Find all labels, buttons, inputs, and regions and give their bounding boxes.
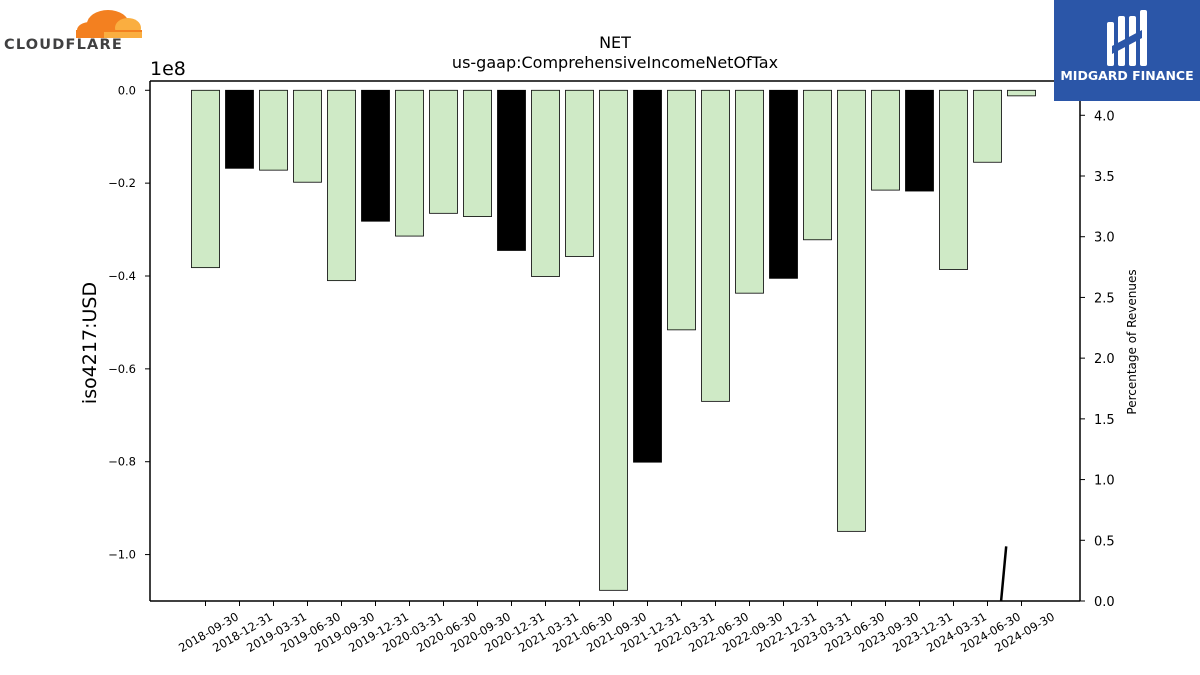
bar-2018-12-31 bbox=[225, 89, 254, 169]
y2-tick-label: 4.0 bbox=[1094, 109, 1115, 124]
y2-axis-label: Percentage of Revenues bbox=[1125, 269, 1139, 414]
bar-2023-09-30 bbox=[871, 89, 900, 191]
bar-2019-03-31 bbox=[259, 89, 288, 171]
bar-2020-12-31 bbox=[497, 89, 526, 251]
chart-title: NET bbox=[599, 33, 631, 52]
bar-2018-09-30 bbox=[191, 89, 220, 269]
cloudflare-logo-text: CLOUDFLARE bbox=[4, 37, 123, 53]
bar-2019-12-31 bbox=[361, 89, 390, 222]
bar-2024-06-30 bbox=[973, 89, 1002, 163]
y2-tick-label: 0.5 bbox=[1094, 534, 1115, 549]
bar-2022-12-31 bbox=[769, 89, 798, 279]
cloudflare-logo: CLOUDFLARE bbox=[4, 4, 144, 56]
chart-subtitle: us-gaap:ComprehensiveIncomeNetOfTax bbox=[452, 53, 778, 72]
y-tick-label: −0.6 bbox=[108, 362, 136, 376]
y2-tick-label: 3.0 bbox=[1094, 231, 1115, 246]
y-tick-label: −0.2 bbox=[108, 176, 136, 190]
bar-2019-06-30 bbox=[293, 89, 322, 183]
bar-2020-03-31 bbox=[395, 89, 424, 237]
bar-2022-03-31 bbox=[667, 89, 696, 331]
bar-2022-06-30 bbox=[701, 89, 730, 402]
y-axis-label: iso4217:USD bbox=[79, 282, 101, 404]
y2-tick-label: 2.0 bbox=[1094, 352, 1115, 367]
bar-2024-09-30 bbox=[1007, 89, 1036, 97]
bar-2021-09-30 bbox=[599, 89, 628, 591]
midgard-finance-logo-text: MIDGARD FINANCE bbox=[1060, 68, 1194, 83]
bar-2020-09-30 bbox=[463, 89, 492, 217]
y2-tick-label: 3.5 bbox=[1094, 170, 1115, 185]
y-tick-label: −0.4 bbox=[108, 269, 136, 283]
secondary-series-line bbox=[999, 546, 1008, 602]
y2-tick-label: 1.0 bbox=[1094, 474, 1115, 489]
bars-group bbox=[191, 89, 1036, 591]
bar-2021-12-31 bbox=[633, 89, 662, 463]
bar-2020-06-30 bbox=[429, 89, 458, 214]
y-tick-label: 0.0 bbox=[118, 83, 136, 97]
bar-2023-03-31 bbox=[803, 89, 832, 241]
bar-2019-09-30 bbox=[327, 89, 356, 282]
bar-2024-03-31 bbox=[939, 89, 968, 270]
midgard-emblem-icon bbox=[1107, 10, 1147, 66]
y2-tick-label: 0.0 bbox=[1094, 595, 1115, 610]
midgard-finance-logo: MIDGARD FINANCE bbox=[1054, 0, 1200, 101]
secondary-line-group bbox=[999, 546, 1008, 602]
y2-tick-label: 2.5 bbox=[1094, 291, 1115, 306]
bar-2023-06-30 bbox=[837, 89, 866, 532]
y-multiplier-label: 1e8 bbox=[150, 58, 186, 80]
y-tick-label: −1.0 bbox=[108, 548, 136, 562]
bar-2023-12-31 bbox=[905, 89, 934, 192]
bar-2021-06-30 bbox=[565, 89, 594, 257]
bar-2021-03-31 bbox=[531, 89, 560, 277]
y-tick-label: −0.8 bbox=[108, 455, 136, 469]
y2-tick-label: 1.5 bbox=[1094, 413, 1115, 428]
bar-2022-09-30 bbox=[735, 89, 764, 294]
cloud-icon bbox=[76, 10, 142, 38]
